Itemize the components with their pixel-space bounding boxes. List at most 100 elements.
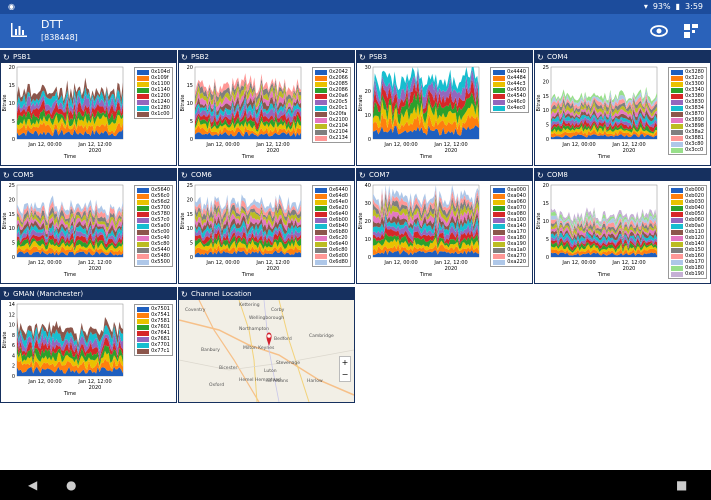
legend-item[interactable]: 0xa140 (493, 223, 526, 229)
legend-item[interactable]: 0x7581 (137, 318, 170, 324)
legend-item[interactable]: 0xb160 (671, 253, 704, 259)
chart-panel[interactable]: ↻ GMAN (Manchester) 0 2 4 6 8 10 12 14 Jan 12, 0… (0, 287, 177, 403)
legend-item[interactable]: 0x5500 (137, 259, 170, 265)
legend-item[interactable]: 0x2104 (315, 123, 348, 129)
legend-item[interactable]: 0x3300 (671, 81, 704, 87)
refresh-icon[interactable]: ↻ (181, 171, 188, 180)
chart-panel[interactable]: ↻ COM8 0 5 10 15 20 Jan 12, 00:00 Jan 12, 12:0… (534, 168, 711, 284)
legend-item[interactable]: 0x7501 (137, 306, 170, 312)
legend-item[interactable]: 0x2134 (315, 135, 348, 141)
legend-item[interactable]: 0x3830 (671, 99, 704, 105)
chart-panel[interactable]: ↻ COM6 0 5 10 15 20 25 Jan 12, 00:00 Jan 12, 12… (178, 168, 355, 284)
legend-item[interactable]: 0xa100 (493, 217, 526, 223)
legend-item[interactable]: 0x5440 (137, 247, 170, 253)
legend-item[interactable]: 0x57c0 (137, 217, 170, 223)
legend-item[interactable]: 0xb040 (671, 205, 704, 211)
refresh-icon[interactable]: ↻ (3, 290, 10, 299)
overview-icon[interactable]: ■ (676, 478, 688, 492)
legend-item[interactable]: 0x56d2 (137, 199, 170, 205)
legend-item[interactable]: 0x3280 (671, 69, 704, 75)
legend-item[interactable]: 0x2085 (315, 81, 348, 87)
legend-item[interactable]: 0x2042 (315, 69, 348, 75)
legend-item[interactable]: 0xa270 (493, 253, 526, 259)
legend-item[interactable]: 0x3870 (671, 111, 704, 117)
legend-item[interactable]: 0x6b80 (315, 229, 348, 235)
legend-item[interactable]: 0x3898 (671, 123, 704, 129)
legend-item[interactable]: 0x1200 (137, 93, 170, 99)
refresh-icon[interactable]: ↻ (359, 53, 366, 62)
legend-item[interactable]: 0xb180 (671, 265, 704, 271)
refresh-icon[interactable]: ↻ (359, 171, 366, 180)
legend-item[interactable]: 0x3890 (671, 117, 704, 123)
legend-item[interactable]: 0x6d80 (315, 259, 348, 265)
legend-item[interactable]: 0x56c0 (137, 193, 170, 199)
legend-item[interactable]: 0x3c80 (671, 141, 704, 147)
legend-item[interactable]: 0xa1a0 (493, 247, 526, 253)
chart-panel[interactable]: ↻ PSB1 0 5 10 15 20 Jan 12, 00:00 Jan 12, 12:0… (0, 50, 177, 166)
legend-item[interactable]: 0x1140 (137, 87, 170, 93)
legend-item[interactable]: 0x5640 (137, 187, 170, 193)
legend-item[interactable]: 0x20fa (315, 111, 348, 117)
legend-item[interactable]: 0x109f (137, 75, 170, 81)
legend-item[interactable]: 0xb050 (671, 211, 704, 217)
legend-item[interactable]: 0x6440 (315, 187, 348, 193)
chart-panel[interactable]: ↻ COM7 0 10 20 30 40 Jan 12, 00:00 Jan 12, 12:… (356, 168, 533, 284)
home-icon[interactable]: ● (66, 478, 77, 492)
map-body[interactable]: Coventry Kettering Wellingborough Northampt… (179, 300, 354, 402)
legend-item[interactable]: 0x7701 (137, 342, 170, 348)
legend-item[interactable]: 0x6e20 (315, 205, 348, 211)
legend-item[interactable]: 0x1240 (137, 99, 170, 105)
legend-item[interactable]: 0x64d0 (315, 193, 348, 199)
legend-item[interactable]: 0x7641 (137, 330, 170, 336)
legend-item[interactable]: 0xa070 (493, 205, 526, 211)
legend-item[interactable]: 0xa190 (493, 241, 526, 247)
legend-item[interactable]: 0xa060 (493, 199, 526, 205)
map[interactable] (179, 300, 354, 402)
legend-item[interactable]: 0x64e0 (315, 199, 348, 205)
legend-item[interactable]: 0x4440 (493, 69, 526, 75)
legend-item[interactable]: 0x7541 (137, 312, 170, 318)
legend-item[interactable]: 0xb0a0 (671, 223, 704, 229)
chart-panel[interactable]: ↻ COM5 0 5 10 15 20 25 Jan 12, 00:00 Jan 12, 12… (0, 168, 177, 284)
legend-item[interactable]: 0x7681 (137, 336, 170, 342)
legend-item[interactable]: 0x6c80 (315, 247, 348, 253)
legend-item[interactable]: 0xb140 (671, 241, 704, 247)
legend-item[interactable]: 0x1c00 (137, 111, 170, 117)
legend-item[interactable]: 0x5780 (137, 211, 170, 217)
legend-item[interactable]: 0x3cc0 (671, 147, 704, 153)
chart-panel[interactable]: ↻ PSB2 0 5 10 15 20 Jan 12, 00:00 Jan 12, 12:0… (178, 50, 355, 166)
eye-icon[interactable] (650, 22, 668, 40)
chart-panel[interactable]: ↻ PSB3 0 10 20 30 Jan 12, 00:00 Jan 12, 12:00… (356, 50, 533, 166)
legend-item[interactable]: 0x2104 (315, 129, 348, 135)
legend-item[interactable]: 0x6e40 (315, 241, 348, 247)
legend-item[interactable]: 0xb190 (671, 271, 704, 277)
refresh-icon[interactable]: ↻ (3, 53, 10, 62)
legend-item[interactable]: 0xa080 (493, 211, 526, 217)
refresh-icon[interactable]: ↻ (181, 290, 188, 299)
legend-item[interactable]: 0x4ec0 (493, 105, 526, 111)
legend-item[interactable]: 0x104d (137, 69, 170, 75)
legend-item[interactable]: 0x4540 (493, 93, 526, 99)
legend-item[interactable]: 0x5700 (137, 205, 170, 211)
legend-item[interactable]: 0xa000 (493, 187, 526, 193)
legend-item[interactable]: 0x6b00 (315, 217, 348, 223)
chart-panel[interactable]: ↻ COM4 0 5 10 15 20 25 Jan 12, 00:00 Jan 12, 12… (534, 50, 711, 166)
legend-item[interactable]: 0x20a6 (315, 93, 348, 99)
zoom-in-button[interactable]: + (341, 358, 349, 367)
legend-item[interactable]: 0x1280 (137, 105, 170, 111)
legend-item[interactable]: 0x38a2 (671, 129, 704, 135)
legend-item[interactable]: 0x6b40 (315, 223, 348, 229)
legend-item[interactable]: 0xb110 (671, 229, 704, 235)
legend-item[interactable]: 0x4500 (493, 87, 526, 93)
legend-item[interactable]: 0x46c0 (493, 99, 526, 105)
back-icon[interactable]: ◀ (28, 478, 38, 492)
dashboard-icon[interactable] (682, 22, 700, 40)
legend-item[interactable]: 0x44c3 (493, 81, 526, 87)
legend-item[interactable]: 0xa040 (493, 193, 526, 199)
refresh-icon[interactable]: ↻ (3, 171, 10, 180)
legend-item[interactable]: 0xb150 (671, 247, 704, 253)
legend-item[interactable]: 0xb120 (671, 235, 704, 241)
legend-item[interactable]: 0x5480 (137, 253, 170, 259)
legend-item[interactable]: 0x1100 (137, 81, 170, 87)
zoom-out-button[interactable]: − (341, 370, 349, 379)
